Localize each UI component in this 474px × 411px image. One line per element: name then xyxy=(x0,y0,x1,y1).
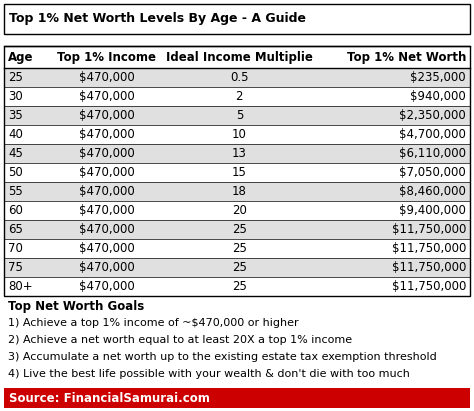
Bar xyxy=(4,106,470,125)
Bar xyxy=(4,46,470,68)
Bar xyxy=(4,125,470,144)
Text: $470,000: $470,000 xyxy=(79,71,135,84)
Text: $470,000: $470,000 xyxy=(79,223,135,236)
Bar xyxy=(4,182,470,201)
Text: $470,000: $470,000 xyxy=(79,261,135,274)
Text: $11,750,000: $11,750,000 xyxy=(392,223,466,236)
Bar xyxy=(4,163,470,182)
Text: Top 1% Net Worth: Top 1% Net Worth xyxy=(346,51,466,64)
Text: Top 1% Income: Top 1% Income xyxy=(57,51,156,64)
Text: $6,110,000: $6,110,000 xyxy=(399,147,466,160)
Text: $8,460,000: $8,460,000 xyxy=(399,185,466,198)
Text: $470,000: $470,000 xyxy=(79,147,135,160)
Text: $470,000: $470,000 xyxy=(79,166,135,179)
Text: $235,000: $235,000 xyxy=(410,71,466,84)
Text: 13: 13 xyxy=(232,147,247,160)
Text: Source: FinancialSamurai.com: Source: FinancialSamurai.com xyxy=(9,392,210,404)
Text: 25: 25 xyxy=(232,242,247,255)
Text: 15: 15 xyxy=(232,166,247,179)
Text: $470,000: $470,000 xyxy=(79,109,135,122)
Bar xyxy=(4,220,470,239)
Text: $11,750,000: $11,750,000 xyxy=(392,261,466,274)
Text: 3) Accumulate a net worth up to the existing estate tax exemption threshold: 3) Accumulate a net worth up to the exis… xyxy=(8,352,437,362)
Text: 40: 40 xyxy=(8,128,23,141)
Text: $470,000: $470,000 xyxy=(79,185,135,198)
Text: 20: 20 xyxy=(232,204,247,217)
Text: $9,400,000: $9,400,000 xyxy=(399,204,466,217)
Bar xyxy=(4,4,470,34)
Bar xyxy=(4,201,470,220)
Bar xyxy=(4,239,470,258)
Text: 35: 35 xyxy=(8,109,23,122)
Text: 80+: 80+ xyxy=(8,280,33,293)
Text: $470,000: $470,000 xyxy=(79,90,135,103)
Text: 65: 65 xyxy=(8,223,23,236)
Bar xyxy=(4,258,470,277)
Text: $940,000: $940,000 xyxy=(410,90,466,103)
Bar xyxy=(4,144,470,163)
Text: 25: 25 xyxy=(232,280,247,293)
Bar xyxy=(4,68,470,87)
Text: 70: 70 xyxy=(8,242,23,255)
Text: $11,750,000: $11,750,000 xyxy=(392,280,466,293)
Text: 50: 50 xyxy=(8,166,23,179)
Text: Top 1% Net Worth Levels By Age - A Guide: Top 1% Net Worth Levels By Age - A Guide xyxy=(9,12,306,25)
Text: 4) Live the best life possible with your wealth & don't die with too much: 4) Live the best life possible with your… xyxy=(8,369,410,379)
Text: 25: 25 xyxy=(232,261,247,274)
Text: Ideal Income Multiplie: Ideal Income Multiplie xyxy=(166,51,313,64)
Bar xyxy=(4,46,470,296)
Text: $470,000: $470,000 xyxy=(79,242,135,255)
Text: 55: 55 xyxy=(8,185,23,198)
Bar xyxy=(4,277,470,296)
Text: 25: 25 xyxy=(8,71,23,84)
Bar xyxy=(4,388,470,408)
Text: $470,000: $470,000 xyxy=(79,128,135,141)
Text: 75: 75 xyxy=(8,261,23,274)
Text: $7,050,000: $7,050,000 xyxy=(399,166,466,179)
Text: 25: 25 xyxy=(232,223,247,236)
Text: 60: 60 xyxy=(8,204,23,217)
Text: 10: 10 xyxy=(232,128,247,141)
Text: 45: 45 xyxy=(8,147,23,160)
Text: $4,700,000: $4,700,000 xyxy=(399,128,466,141)
Text: 2: 2 xyxy=(236,90,243,103)
Text: $470,000: $470,000 xyxy=(79,204,135,217)
Text: Age: Age xyxy=(8,51,34,64)
Text: 18: 18 xyxy=(232,185,247,198)
Text: 2) Achieve a net worth equal to at least 20X a top 1% income: 2) Achieve a net worth equal to at least… xyxy=(8,335,352,345)
Text: Top Net Worth Goals: Top Net Worth Goals xyxy=(8,300,144,313)
Bar xyxy=(4,87,470,106)
Text: 30: 30 xyxy=(8,90,23,103)
Text: 0.5: 0.5 xyxy=(230,71,248,84)
Text: $2,350,000: $2,350,000 xyxy=(399,109,466,122)
Text: 5: 5 xyxy=(236,109,243,122)
Text: $470,000: $470,000 xyxy=(79,280,135,293)
Text: 1) Achieve a top 1% income of ~$470,000 or higher: 1) Achieve a top 1% income of ~$470,000 … xyxy=(8,318,299,328)
Text: $11,750,000: $11,750,000 xyxy=(392,242,466,255)
